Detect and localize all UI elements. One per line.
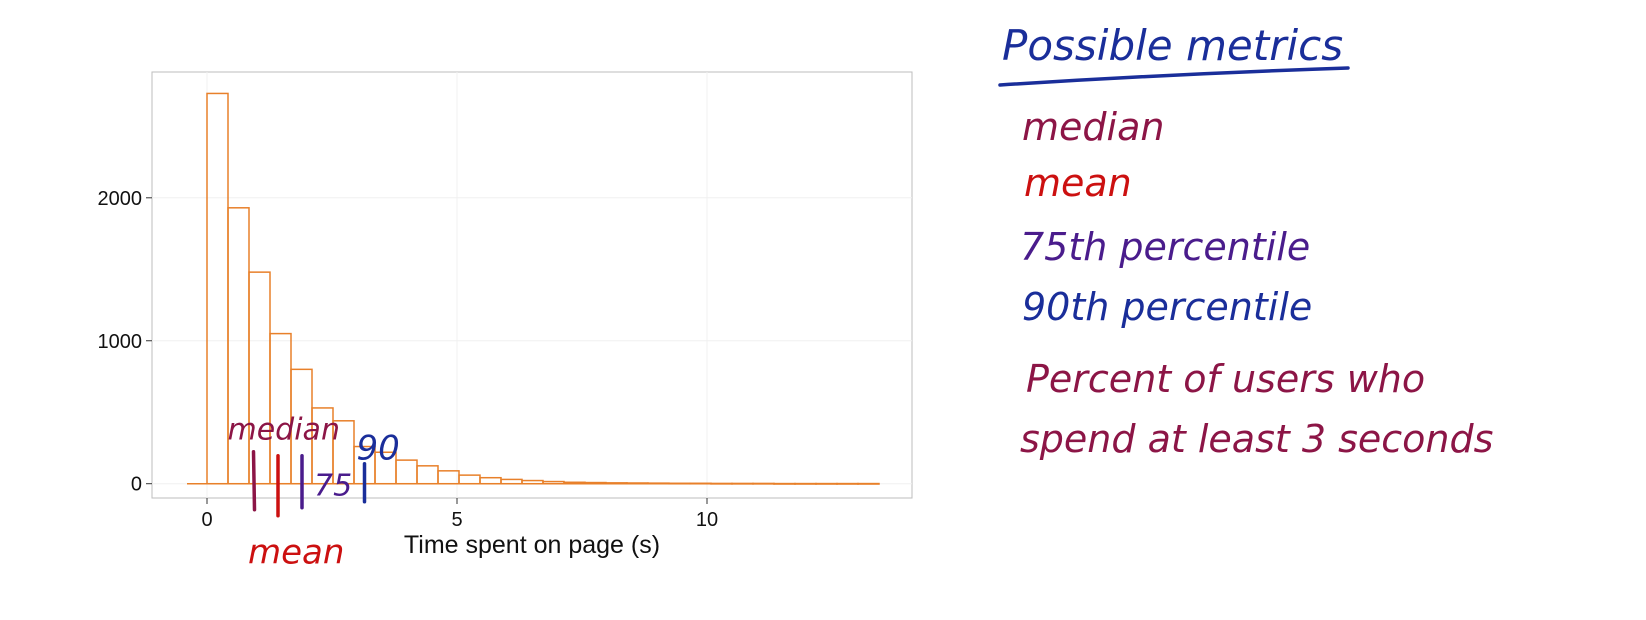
notes-item-median: median (1022, 105, 1164, 149)
y-tick-label: 2000 (98, 188, 143, 210)
histogram-bar (752, 482, 775, 485)
histogram-bar (668, 482, 691, 485)
notes-item-percent-users-line2: spend at least 3 seconds (1020, 417, 1493, 461)
y-axis-ticks: 0 1000 2000 (98, 188, 152, 496)
notes-item-percent-users-line1: Percent of users who (1026, 357, 1425, 401)
notes-title-underline (998, 66, 1350, 87)
p75-annotation-label: 75 (314, 469, 352, 504)
x-axis-ticks: 0 5 10 (201, 498, 718, 531)
notes-item-75th-percentile: 75th percentile (1020, 225, 1310, 269)
notes-item-mean: mean (1024, 161, 1132, 205)
histogram-bar (815, 482, 838, 485)
y-tick-label: 0 (131, 474, 142, 496)
histogram-bar (563, 481, 586, 485)
notes-title: Possible metrics (1002, 21, 1343, 70)
histogram-bar (836, 482, 859, 485)
p90-annotation-label: 90 (357, 429, 400, 469)
histogram-bar (626, 482, 649, 485)
histogram-bars (187, 92, 880, 485)
x-axis-label: Time spent on page (s) (404, 531, 660, 559)
histogram-bar (647, 482, 670, 485)
notes-item-90th-percentile: 90th percentile (1022, 285, 1312, 329)
x-tick-label: 5 (451, 509, 462, 531)
x-tick-label: 10 (696, 509, 718, 531)
histogram-bar (584, 481, 607, 485)
histogram-bar (731, 482, 754, 485)
histogram-bar (773, 482, 796, 485)
plot-panel (151, 71, 913, 499)
histogram-bar (710, 482, 733, 485)
y-tick-label: 1000 (98, 331, 143, 353)
median-marker (251, 449, 257, 512)
histogram-bar (794, 482, 817, 485)
mean-annotation-label: mean (248, 533, 344, 573)
x-tick-label: 0 (201, 509, 212, 531)
median-annotation-label: median (228, 413, 340, 448)
histogram-bar (857, 482, 880, 485)
histogram-bar (605, 482, 628, 485)
histogram-bar (689, 482, 712, 485)
